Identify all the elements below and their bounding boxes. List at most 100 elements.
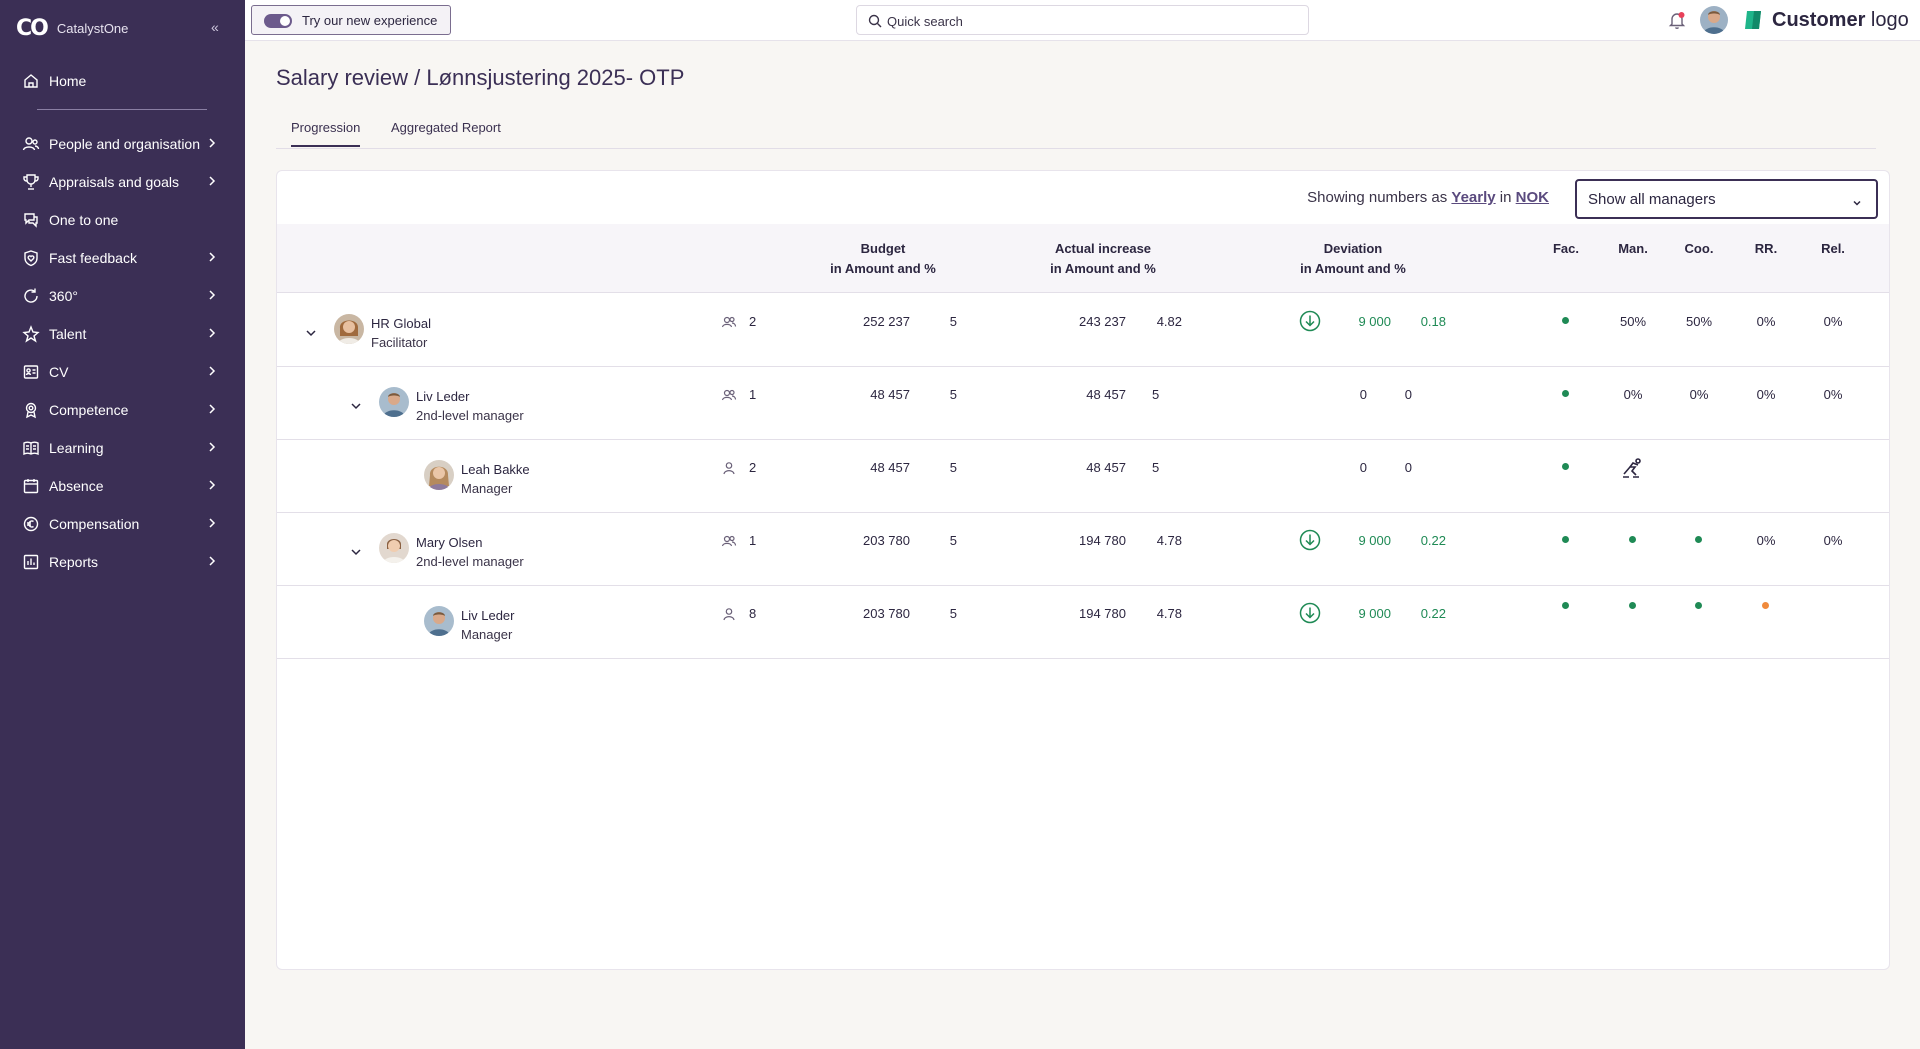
chevron-down-icon[interactable]: [351, 543, 361, 556]
book-icon: [22, 439, 40, 457]
arrow-down-circle-icon: [1299, 529, 1321, 551]
sidebar-item-one-to-one[interactable]: One to one: [0, 205, 245, 235]
coin-icon: [22, 515, 40, 533]
sidebar-item-compensation[interactable]: Compensation: [0, 509, 245, 539]
table-row[interactable]: HR Global Facilitator 2 252 237 5 243 23…: [277, 294, 1889, 367]
sidebar-item-competence[interactable]: Competence: [0, 395, 245, 425]
person-name[interactable]: HR Global: [371, 316, 431, 331]
search-icon: [868, 14, 882, 28]
tab-progression[interactable]: Progression: [291, 120, 361, 147]
person-role: 2nd-level manager: [416, 408, 524, 423]
sidebar-item-learning[interactable]: Learning: [0, 433, 245, 463]
table-row[interactable]: Liv Leder Manager 8 203 780 5 194 780 4.…: [277, 586, 1889, 659]
sidebar-item-360[interactable]: 360°: [0, 281, 245, 311]
page-title: Salary review / Lønnsjustering 2025- OTP: [276, 65, 685, 90]
person-name[interactable]: Liv Leder: [461, 608, 515, 623]
avatar: [424, 460, 454, 490]
chevron-right-icon: [207, 326, 217, 340]
budget-percent: 5: [949, 387, 957, 402]
sidebar-item-label: Learning: [49, 440, 104, 456]
toggle-switch[interactable]: [264, 14, 292, 28]
sidebar-item-talent[interactable]: Talent: [0, 319, 245, 349]
budget-percent: 5: [949, 606, 957, 621]
header-actual-increase: Actual increase in Amount and %: [1050, 241, 1156, 276]
deviation-amount: 9 000: [1358, 533, 1391, 548]
tab-bar: Progression Aggregated Report: [276, 117, 1876, 149]
person-name[interactable]: Liv Leder: [416, 389, 470, 404]
header-man: Man.: [1618, 241, 1648, 256]
rel-value: 0%: [1823, 314, 1843, 329]
status-dot-green: [1629, 536, 1636, 543]
status-dot-green: [1562, 463, 1569, 470]
sidebar: CO CatalystOne « Home People and organis…: [0, 0, 245, 1049]
notification-bell-icon[interactable]: [1668, 10, 1686, 30]
actual-amount: 243 237: [1079, 314, 1126, 329]
heart-shield-icon: [22, 249, 40, 267]
actual-percent: 4.78: [1156, 533, 1182, 548]
showing-numbers-text: Showing numbers as Yearly in NOK: [1307, 189, 1549, 206]
person-role: Manager: [461, 481, 513, 496]
manager-filter-select[interactable]: Show all managers: [1575, 179, 1878, 219]
try-new-experience-button[interactable]: Try our new experience: [251, 5, 451, 35]
chevron-down-icon[interactable]: [306, 324, 316, 337]
rel-value: 0%: [1823, 533, 1843, 548]
person-name[interactable]: Mary Olsen: [416, 535, 483, 550]
header-deviation: Deviation in Amount and %: [1300, 241, 1406, 276]
status-dot-green: [1562, 390, 1569, 397]
customer-logo-icon: [1742, 8, 1766, 32]
table-row[interactable]: Mary Olsen 2nd-level manager 1 203 780 5…: [277, 513, 1889, 586]
period-link[interactable]: Yearly: [1451, 189, 1496, 206]
table-row[interactable]: Leah Bakke Manager 2 48 457 5 48 457 5 0…: [277, 440, 1889, 513]
deviation-percent: 0.22: [1420, 606, 1446, 621]
group-icon: [721, 387, 737, 403]
brand[interactable]: CO CatalystOne: [16, 16, 128, 41]
chevron-right-icon: [207, 364, 217, 378]
employee-count: 2: [749, 314, 757, 329]
sidebar-item-label: Competence: [49, 402, 129, 418]
deviation-amount: 0: [1359, 387, 1367, 402]
budget-percent: 5: [949, 314, 957, 329]
currency-link[interactable]: NOK: [1515, 189, 1549, 206]
sidebar-item-cv[interactable]: CV: [0, 357, 245, 387]
sidebar-item-people[interactable]: People and organisation: [0, 129, 245, 159]
sidebar-item-label: Reports: [49, 554, 99, 570]
chevron-right-icon: [207, 516, 217, 530]
coo-value: 0%: [1689, 387, 1709, 402]
avatar: [379, 533, 409, 563]
user-avatar[interactable]: [1700, 6, 1728, 34]
rel-value: 0%: [1823, 387, 1843, 402]
sidebar-item-appraisals[interactable]: Appraisals and goals: [0, 167, 245, 197]
chevron-down-icon[interactable]: [351, 397, 361, 410]
sidebar-item-fast-feedback[interactable]: Fast feedback: [0, 243, 245, 273]
person-icon: [721, 606, 737, 622]
tab-aggregated-report[interactable]: Aggregated Report: [391, 120, 501, 135]
budget-percent: 5: [949, 460, 957, 475]
status-dot-green: [1562, 602, 1569, 609]
logo-text-bold: Customer: [1772, 8, 1866, 31]
collapse-sidebar-button[interactable]: «: [211, 19, 219, 35]
sidebar-item-label: 360°: [49, 288, 78, 304]
manager-filter-value: Show all managers: [1588, 191, 1716, 208]
chevron-right-icon: [207, 136, 217, 150]
search-input[interactable]: [887, 12, 1287, 30]
sidebar-item-reports[interactable]: Reports: [0, 547, 245, 577]
deviation-percent: 0: [1404, 460, 1412, 475]
deviation-percent: 0.18: [1420, 314, 1446, 329]
actual-percent: 4.82: [1156, 314, 1182, 329]
sidebar-item-home[interactable]: Home: [0, 66, 245, 96]
deviation-percent: 0.22: [1420, 533, 1446, 548]
sidebar-item-label: Absence: [49, 478, 104, 494]
sidebar-item-absence[interactable]: Absence: [0, 471, 245, 501]
quick-search[interactable]: [856, 5, 1309, 35]
table-row[interactable]: Liv Leder 2nd-level manager 1 48 457 5 4…: [277, 367, 1889, 440]
trophy-icon: [22, 173, 40, 191]
person-name[interactable]: Leah Bakke: [461, 462, 530, 477]
logo-text-light: logo: [1865, 8, 1909, 31]
group-icon: [721, 314, 737, 330]
person-role: Facilitator: [371, 335, 428, 350]
sidebar-item-label: One to one: [49, 212, 119, 228]
employee-count: 2: [749, 460, 757, 475]
status-dot-orange: [1762, 602, 1769, 609]
rr-value: 0%: [1756, 314, 1776, 329]
actual-percent: 4.78: [1156, 606, 1182, 621]
